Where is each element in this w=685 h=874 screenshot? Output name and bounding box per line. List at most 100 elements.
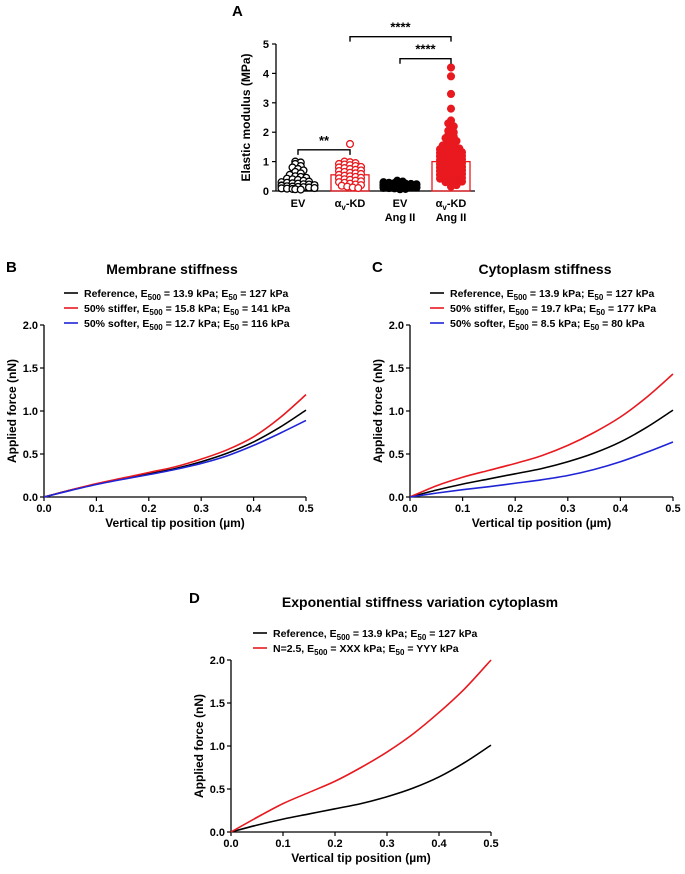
- chart-title: Membrane stiffness: [106, 261, 238, 277]
- legend-subscript: 500: [515, 308, 529, 317]
- data-point: [354, 184, 363, 193]
- panel-letter: D: [189, 590, 200, 607]
- label-alpha: α: [436, 198, 443, 210]
- legend-text-part: 50% softer, E: [84, 318, 149, 330]
- significance-bracket: [399, 58, 452, 64]
- legend-subscript: 50: [228, 293, 237, 302]
- legend-entry: 50% stiffer, E500 = 15.8 kPa; E50 = 141 …: [84, 303, 290, 317]
- legend-subscript: 500: [514, 293, 528, 302]
- legend-subscript: 50: [590, 323, 599, 332]
- y-tick-label: 0: [263, 186, 269, 198]
- significance-label: ****: [415, 42, 436, 57]
- y-tick-label: 2.0: [210, 655, 225, 667]
- y-tick-label: 4: [263, 68, 270, 80]
- legend-subscript: 50: [396, 648, 405, 657]
- x-tick-label: 0.5: [665, 503, 680, 515]
- series-line-n-2-5: [230, 659, 492, 833]
- legend-entry: Reference, E500 = 13.9 kPa; E50 = 127 kP…: [273, 628, 478, 642]
- series-line-reference: [230, 744, 492, 833]
- x-tick-label: 0.1: [275, 838, 290, 850]
- x-tick-label: EV: [393, 198, 408, 210]
- legend-text-part: = 12.7 kPa; E: [163, 318, 230, 330]
- significance-bracket: [297, 149, 351, 155]
- series-line-reference: [43, 409, 307, 498]
- series-line-50-softer: [409, 441, 674, 498]
- x-tick-label-2: Ang II: [436, 212, 467, 224]
- x-tick-label: 0.0: [223, 838, 238, 850]
- label-rest: -KD: [447, 198, 467, 210]
- y-tick-label: 1.0: [389, 406, 404, 418]
- x-tick-label: 0.3: [379, 838, 394, 850]
- x-tick-label: 0.1: [455, 503, 470, 515]
- panel-b: B Membrane stiffness Reference, E500 = 13.…: [5, 259, 314, 530]
- y-tick-label: 1.0: [210, 741, 225, 753]
- legend-subscript: 500: [515, 323, 529, 332]
- legend-text-part: = XXX kPa; E: [328, 643, 396, 655]
- data-point: [446, 72, 456, 81]
- y-tick-label: 0.0: [210, 827, 225, 839]
- y-tick-label: 1.5: [389, 363, 404, 375]
- y-tick-label: 0.5: [210, 784, 225, 796]
- legend-text-part: = 13.9 kPa; E: [527, 288, 594, 300]
- legend-subscript: 500: [314, 648, 328, 657]
- x-tick-label: EV: [291, 198, 306, 210]
- y-axis-label: Applied force (nN): [371, 359, 385, 463]
- legend-text-part: = 177 kPa: [605, 303, 656, 315]
- legend-subscript: 50: [230, 323, 239, 332]
- y-axis-label: Applied force (nN): [5, 359, 19, 463]
- y-axis-label: Applied force (nN): [192, 694, 206, 798]
- series-line-reference: [409, 409, 674, 498]
- x-tick-label: 0.2: [327, 838, 342, 850]
- x-tick-label: 0.2: [508, 503, 523, 515]
- legend-subscript: 50: [594, 293, 603, 302]
- legend-text-part: = 13.9 kPa; E: [350, 628, 417, 640]
- x-tick-label: 0.2: [141, 503, 156, 515]
- series-line-50-stiffer: [43, 394, 307, 498]
- panel-letter: C: [372, 259, 383, 276]
- x-tick-label: αv-KD: [436, 198, 467, 212]
- legend-text-part: = 116 kPa: [239, 318, 290, 330]
- data-point: [446, 104, 456, 113]
- legend-subscript: 50: [417, 633, 426, 642]
- significance-label: **: [319, 133, 330, 148]
- legend-entry: Reference, E500 = 13.9 kPa; E50 = 127 kP…: [450, 288, 655, 302]
- data-point: [296, 185, 305, 194]
- legend-text-part: = 8.5 kPa; E: [529, 318, 591, 330]
- series-line-50-softer: [43, 419, 307, 498]
- x-tick-label: 0.0: [36, 503, 51, 515]
- legend-text-part: = 13.9 kPa; E: [161, 288, 228, 300]
- y-axis-label: Elastic modulus (MPa): [239, 53, 253, 181]
- legend-entry: 50% stiffer, E500 = 19.7 kPa; E50 = 177 …: [450, 303, 656, 317]
- y-tick-label: 0.5: [23, 449, 38, 461]
- y-tick-label: 1: [263, 157, 269, 169]
- legend-text-part: 50% stiffer, E: [450, 303, 515, 315]
- x-tick-label: 0.3: [560, 503, 575, 515]
- x-tick-label: 0.0: [402, 503, 417, 515]
- x-tick-label: 0.4: [246, 503, 262, 515]
- x-tick-label: 0.1: [89, 503, 104, 515]
- y-tick-label: 0.0: [389, 492, 404, 504]
- legend-entry: 50% softer, E500 = 8.5 kPa; E50 = 80 kPa: [450, 318, 645, 332]
- data-point: [412, 183, 421, 192]
- label-subscript: v: [341, 203, 346, 212]
- y-tick-label: 2.0: [23, 320, 38, 332]
- legend-text-part: Reference, E: [84, 288, 148, 300]
- label-rest: -KD: [346, 198, 366, 210]
- legend-text-part: = YYY kPa: [404, 643, 458, 655]
- panel-letter: B: [6, 259, 17, 276]
- legend-text-part: = 127 kPa: [603, 288, 654, 300]
- legend-entry: Reference, E500 = 13.9 kPa; E50 = 127 kP…: [84, 288, 289, 302]
- legend-text-part: Reference, E: [273, 628, 337, 640]
- series-line-50-stiffer: [409, 373, 674, 498]
- y-tick-label: 3: [263, 98, 269, 110]
- legend-text-part: Reference, E: [450, 288, 514, 300]
- x-tick-label: 0.4: [613, 503, 629, 515]
- legend-subscript: 500: [337, 633, 351, 642]
- x-tick-label: αv-KD: [335, 198, 366, 212]
- legend-text-part: N=2.5, E: [273, 643, 314, 655]
- x-tick-label: 0.5: [298, 503, 313, 515]
- legend-subscript: 500: [149, 308, 163, 317]
- label-subscript: v: [442, 203, 447, 212]
- x-tick-label: 0.5: [483, 838, 498, 850]
